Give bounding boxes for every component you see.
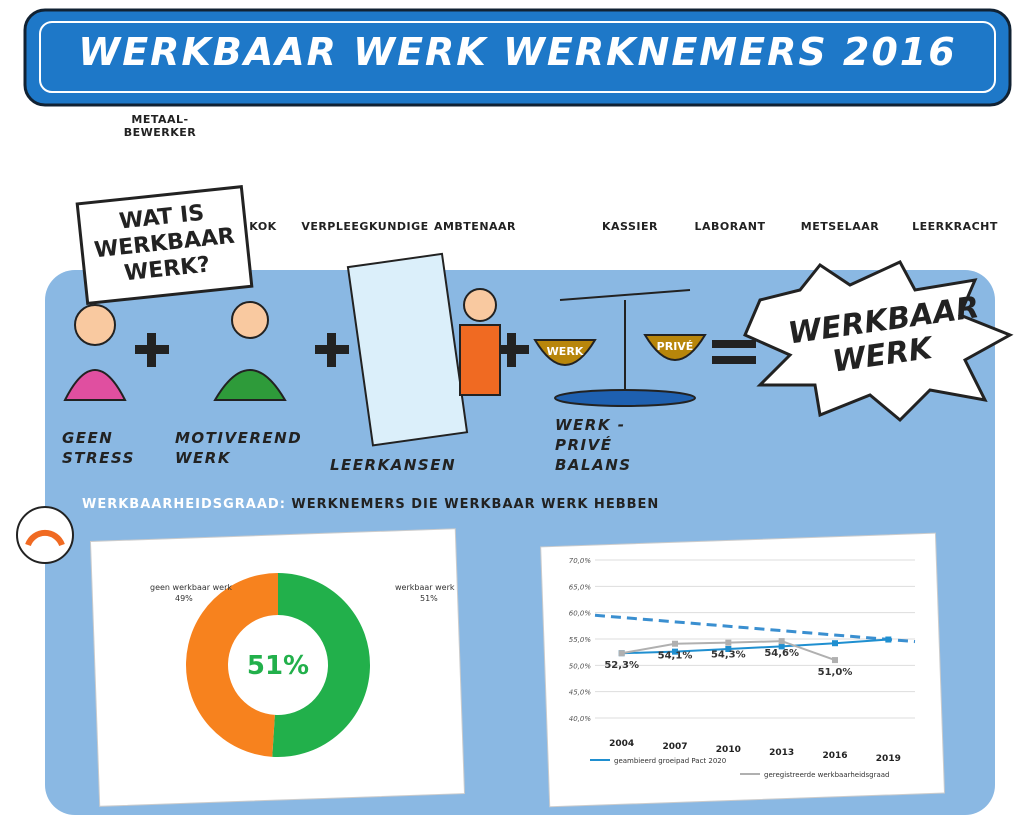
y-tick-label: 65,0%	[569, 583, 592, 591]
occupation-label: KASSIER	[602, 220, 658, 233]
donut-segment	[185, 573, 278, 757]
occupation-label: VERPLEEGKUNDIGE	[301, 220, 429, 233]
scale-label: PRIVÉ	[656, 340, 694, 353]
donut-category-label: geen werkbaar werk	[150, 583, 232, 592]
plus-signs	[135, 333, 756, 367]
section-title: WERKBAARHEIDSGRAAD: WERKNEMERS DIE WERKB…	[82, 497, 659, 512]
series-point	[832, 657, 838, 664]
donut-card	[89, 528, 466, 807]
question-box	[75, 185, 254, 306]
series-point	[832, 640, 838, 647]
data-label: 54,1%	[658, 651, 693, 662]
series-point	[672, 640, 678, 647]
occupation-label: METAAL-BEWERKER	[123, 113, 197, 139]
donut-segment	[272, 573, 370, 757]
donut-value-label: 51%	[420, 594, 438, 603]
series-point	[885, 636, 892, 643]
data-label: 54,6%	[764, 648, 799, 659]
series-point	[778, 638, 785, 645]
occupation-label: LABORANT	[694, 220, 766, 233]
series-line	[621, 638, 889, 655]
component-label: WERK - PRIVÉ BALANS	[555, 416, 632, 474]
occupation-label: METSELAAR	[800, 220, 880, 233]
banner	[23, 8, 1012, 107]
x-tick-label: 2010	[716, 745, 741, 755]
data-label: 54,3%	[711, 650, 746, 661]
series-point	[672, 648, 678, 655]
y-tick-label: 70,0%	[569, 557, 592, 565]
legend-label: geambieerd groeipad Pact 2020	[614, 757, 726, 765]
occupation-label: LEERKRACHT	[912, 220, 998, 233]
data-label: 52,3%	[604, 660, 639, 671]
x-tick-label: 2007	[662, 742, 687, 752]
target-line	[594, 613, 916, 644]
component-label: GEEN STRESS	[62, 429, 135, 467]
section-highlight: WERKBAARHEIDSGRAAD:	[82, 497, 286, 512]
legend-label: geregistreerde werkbaarheidsgraad	[764, 771, 890, 779]
result-burst	[743, 260, 1014, 423]
series-point	[778, 643, 785, 650]
series-point	[725, 646, 732, 653]
question: WAT IS WERKBAAR WERK?	[92, 200, 236, 287]
title: WERKBAAR WERK WERKNEMERS 2016	[78, 30, 957, 74]
component-label: LEERKANSEN	[330, 456, 456, 474]
line-card	[540, 532, 946, 808]
series-point	[618, 650, 625, 657]
section-rest: WERKNEMERS DIE WERKBAAR WERK HEBBEN	[291, 497, 660, 512]
data-label: 51,0%	[818, 667, 853, 678]
donut-category-label: werkbaar werk	[395, 583, 455, 592]
x-tick-label: 2019	[876, 754, 901, 764]
y-tick-label: 45,0%	[569, 689, 592, 697]
series-point	[725, 639, 732, 646]
x-tick-label: 2004	[609, 739, 634, 749]
banner-inner	[39, 21, 996, 93]
figures	[16, 252, 707, 564]
y-tick-label: 40,0%	[569, 715, 592, 723]
scale-label: WERK	[546, 345, 584, 358]
donut-value-label: 49%	[175, 594, 193, 603]
occupation-label: AMBTENAAR	[433, 220, 517, 233]
donut-center-label: 51%	[247, 651, 309, 681]
component-label: MOTIVEREND WERK	[175, 429, 303, 467]
y-tick-label: 60,0%	[569, 610, 592, 618]
x-tick-label: 2016	[822, 751, 847, 761]
y-tick-label: 50,0%	[569, 662, 592, 670]
occupation-label: KOK	[249, 220, 277, 233]
x-tick-label: 2013	[769, 748, 794, 758]
y-tick-label: 55,0%	[569, 636, 592, 644]
